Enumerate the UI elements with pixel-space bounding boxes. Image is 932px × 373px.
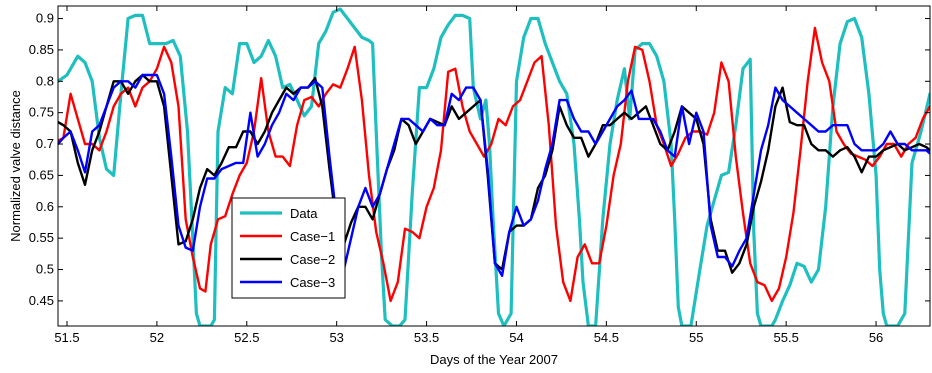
x-tick-label: 53: [329, 330, 343, 345]
x-tick-label: 56: [869, 330, 883, 345]
y-tick-label: 0.45: [29, 293, 54, 308]
ticks: 51.5 52 52.5 53 53.5 54 54.5 55 55.5 56 0.45 0.5 0.5…: [29, 6, 930, 345]
x-tick-label: 51.5: [54, 330, 79, 345]
y-tick-label: 0.9: [36, 11, 54, 26]
x-tick-label: 55.5: [774, 330, 799, 345]
x-tick-label: 52: [150, 330, 164, 345]
legend-label: Case−2: [290, 252, 335, 267]
legend: Data Case−1 Case−2 Case−3: [231, 197, 346, 299]
x-tick-label: 52.5: [234, 330, 259, 345]
legend-label: Data: [290, 206, 318, 221]
y-tick-label: 0.7: [36, 136, 54, 151]
series-line-case-1: [58, 26, 930, 303]
x-tick-label: 54: [509, 330, 523, 345]
series-group: [58, 7, 930, 326]
plot-frame: [57, 5, 931, 327]
x-tick-label: 55: [689, 330, 703, 345]
y-tick-label: 0.5: [36, 262, 54, 277]
y-tick-label: 0.6: [36, 199, 54, 214]
y-tick-label: 0.8: [36, 73, 54, 88]
x-tick-label: 53.5: [414, 330, 439, 345]
y-tick-label: 0.65: [29, 167, 54, 182]
y-tick-label: 0.55: [29, 230, 54, 245]
x-tick-label: 54.5: [594, 330, 619, 345]
series-line-case-3: [58, 73, 930, 277]
y-tick-label: 0.75: [29, 105, 54, 120]
legend-label: Case−3: [290, 275, 335, 290]
x-axis-title: Days of the Year 2007: [430, 352, 558, 367]
y-axis-title: Normalized valve distance: [8, 90, 23, 242]
y-tick-label: 0.85: [29, 42, 54, 57]
legend-label: Case−1: [290, 229, 335, 244]
